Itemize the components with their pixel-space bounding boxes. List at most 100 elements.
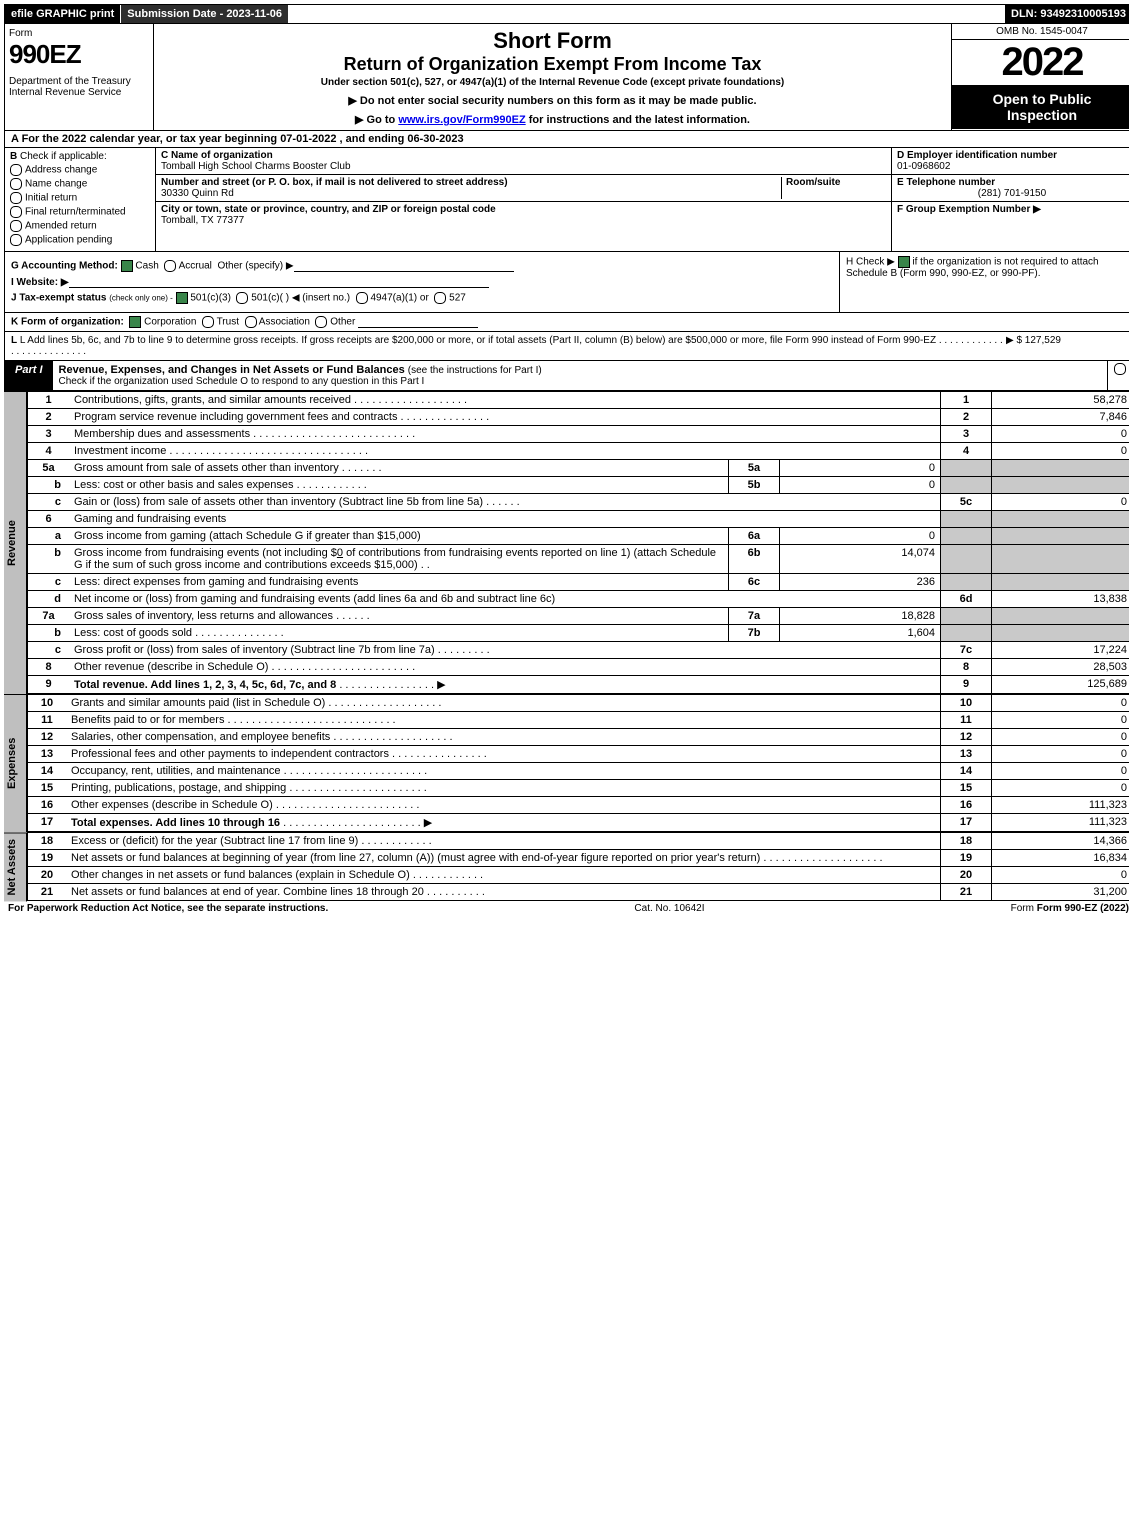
dept-label: Department of the Treasury Internal Reve… bbox=[9, 76, 149, 98]
table-row: 19Net assets or fund balances at beginni… bbox=[28, 850, 1129, 867]
table-row: 9Total revenue. Add lines 1, 2, 3, 4, 5c… bbox=[28, 676, 1129, 694]
revenue-table: 1Contributions, gifts, grants, and simil… bbox=[27, 391, 1129, 694]
tel-value: (281) 701-9150 bbox=[897, 188, 1127, 199]
street-label: Number and street (or P. O. box, if mail… bbox=[161, 177, 508, 188]
cb-initial-return[interactable]: Initial return bbox=[10, 192, 150, 204]
goto-link[interactable]: www.irs.gov/Form990EZ bbox=[398, 114, 525, 126]
warn-line: ▶ Do not enter social security numbers o… bbox=[158, 94, 947, 107]
form-number: 990EZ bbox=[9, 39, 149, 70]
k-other: Other bbox=[330, 317, 355, 328]
title-short-form: Short Form bbox=[158, 28, 947, 54]
group-exemption-row: F Group Exemption Number ▶ bbox=[892, 202, 1129, 217]
goto-line: ▶ Go to www.irs.gov/Form990EZ for instru… bbox=[158, 113, 947, 126]
checkbox-checked-icon[interactable] bbox=[121, 260, 133, 272]
checkbox-checked-icon[interactable] bbox=[129, 316, 141, 328]
row-a-tax-year: A For the 2022 calendar year, or tax yea… bbox=[4, 131, 1129, 148]
cb-name-change[interactable]: Name change bbox=[10, 178, 150, 190]
omb-number: OMB No. 1545-0047 bbox=[952, 24, 1129, 40]
cb-final-return[interactable]: Final return/terminated bbox=[10, 206, 150, 218]
cb-address-change[interactable]: Address change bbox=[10, 164, 150, 176]
table-row: 17Total expenses. Add lines 10 through 1… bbox=[28, 814, 1129, 832]
table-row: 13Professional fees and other payments t… bbox=[28, 746, 1129, 763]
netassets-section: Net Assets 18Excess or (deficit) for the… bbox=[4, 832, 1129, 901]
open-inspection: Open to Public Inspection bbox=[952, 85, 1129, 129]
tel-row: E Telephone number (281) 701-9150 bbox=[892, 175, 1129, 202]
checkbox-icon[interactable] bbox=[202, 316, 214, 328]
k-label: K Form of organization: bbox=[11, 317, 124, 328]
section-bcd: B Check if applicable: Address change Na… bbox=[4, 148, 1129, 252]
table-row: 4Investment income . . . . . . . . . . .… bbox=[28, 443, 1129, 460]
table-row: 21Net assets or fund balances at end of … bbox=[28, 884, 1129, 901]
b-check-label: Check if applicable: bbox=[20, 151, 107, 162]
expenses-side-label: Expenses bbox=[4, 694, 27, 832]
table-row: cLess: direct expenses from gaming and f… bbox=[28, 574, 1129, 591]
blank-line bbox=[294, 260, 514, 272]
checkbox-icon bbox=[10, 178, 22, 190]
table-row: bGross income from fundraising events (n… bbox=[28, 545, 1129, 574]
netassets-table: 18Excess or (deficit) for the year (Subt… bbox=[27, 832, 1129, 901]
j-note: (check only one) - bbox=[109, 294, 173, 303]
table-row: 3Membership dues and assessments . . . .… bbox=[28, 426, 1129, 443]
row-k: K Form of organization: Corporation Trus… bbox=[4, 313, 1129, 332]
checkbox-icon[interactable] bbox=[434, 292, 446, 304]
k-assoc: Association bbox=[259, 317, 310, 328]
table-row: 15Printing, publications, postage, and s… bbox=[28, 780, 1129, 797]
footer-cat: Cat. No. 10642I bbox=[634, 903, 704, 914]
j-4947: 4947(a)(1) or bbox=[370, 293, 428, 304]
checkbox-icon[interactable] bbox=[315, 316, 327, 328]
i-label: I Website: ▶ bbox=[11, 277, 69, 288]
j-501c3: 501(c)(3) bbox=[190, 293, 231, 304]
table-row: 14Occupancy, rent, utilities, and mainte… bbox=[28, 763, 1129, 780]
line-j: J Tax-exempt status (check only one) - 5… bbox=[11, 292, 833, 304]
checkbox-icon[interactable] bbox=[236, 292, 248, 304]
checkbox-icon[interactable] bbox=[164, 260, 176, 272]
l-amount: ▶ $ 127,529 bbox=[1006, 335, 1126, 357]
city-label: City or town, state or province, country… bbox=[161, 204, 886, 215]
city-value: Tomball, TX 77377 bbox=[161, 215, 886, 226]
table-row: 18Excess or (deficit) for the year (Subt… bbox=[28, 833, 1129, 850]
street-value: 30330 Quinn Rd bbox=[161, 188, 781, 199]
j-527: 527 bbox=[449, 293, 466, 304]
ein-label: D Employer identification number bbox=[897, 150, 1127, 161]
table-row: 8Other revenue (describe in Schedule O) … bbox=[28, 659, 1129, 676]
b-letter: B bbox=[10, 151, 17, 162]
revenue-section: Revenue 1Contributions, gifts, grants, a… bbox=[4, 391, 1129, 694]
checkbox-icon[interactable] bbox=[245, 316, 257, 328]
goto-pre: ▶ Go to bbox=[355, 114, 398, 126]
table-row: cGain or (loss) from sale of assets othe… bbox=[28, 494, 1129, 511]
part1-checkbox[interactable] bbox=[1107, 361, 1129, 390]
org-name-label: C Name of organization bbox=[161, 150, 886, 161]
part1-tab: Part I bbox=[5, 361, 53, 390]
form-word: Form bbox=[9, 28, 149, 39]
page-footer: For Paperwork Reduction Act Notice, see … bbox=[4, 901, 1129, 916]
checkbox-checked-icon[interactable] bbox=[176, 292, 188, 304]
org-name-row: C Name of organization Tomball High Scho… bbox=[156, 148, 891, 175]
footer-form: Form Form 990-EZ (2022) bbox=[1011, 903, 1129, 914]
g-other: Other (specify) ▶ bbox=[217, 261, 293, 272]
checkbox-icon bbox=[10, 206, 22, 218]
table-row: 6Gaming and fundraising events bbox=[28, 511, 1129, 528]
g-label: G Accounting Method: bbox=[11, 261, 118, 272]
table-row: 10Grants and similar amounts paid (list … bbox=[28, 695, 1129, 712]
blank-line bbox=[358, 316, 478, 328]
street-row: Number and street (or P. O. box, if mail… bbox=[156, 175, 891, 202]
cb-application-pending[interactable]: Application pending bbox=[10, 234, 150, 246]
footer-left: For Paperwork Reduction Act Notice, see … bbox=[8, 903, 328, 914]
cb-amended-return[interactable]: Amended return bbox=[10, 220, 150, 232]
table-row: 5aGross amount from sale of assets other… bbox=[28, 460, 1129, 477]
part1-sub: Check if the organization used Schedule … bbox=[59, 376, 1101, 387]
header-left: Form 990EZ Department of the Treasury In… bbox=[5, 24, 154, 130]
checkbox-icon[interactable] bbox=[356, 292, 368, 304]
ein-value: 01-0968602 bbox=[897, 161, 1127, 172]
table-row: 11Benefits paid to or for members . . . … bbox=[28, 712, 1129, 729]
checkbox-checked-icon[interactable] bbox=[898, 256, 910, 268]
checkbox-icon bbox=[10, 234, 22, 246]
table-row: 16Other expenses (describe in Schedule O… bbox=[28, 797, 1129, 814]
room-label: Room/suite bbox=[786, 177, 886, 188]
part1-title-text: Revenue, Expenses, and Changes in Net As… bbox=[59, 364, 405, 376]
title-return: Return of Organization Exempt From Incom… bbox=[158, 54, 947, 75]
column-b: B Check if applicable: Address change Na… bbox=[5, 148, 156, 251]
gij-left: G Accounting Method: Cash Accrual Other … bbox=[5, 252, 839, 312]
table-row: dNet income or (loss) from gaming and fu… bbox=[28, 591, 1129, 608]
table-row: 7aGross sales of inventory, less returns… bbox=[28, 608, 1129, 625]
